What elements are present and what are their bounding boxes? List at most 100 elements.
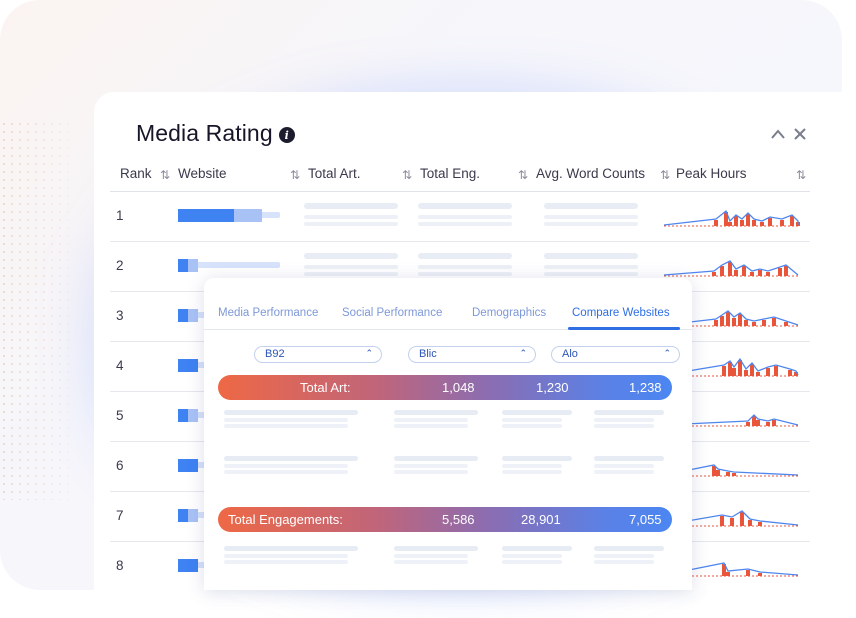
sparkline-bar: [726, 312, 730, 326]
sparkline-bar: [752, 220, 756, 226]
column-header-total-eng[interactable]: Total Eng.: [420, 166, 481, 181]
sparkline-line: [663, 357, 799, 376]
sparkline-line: [663, 414, 799, 426]
placeholder-line: [394, 424, 468, 428]
rank-cell: 8: [116, 558, 124, 573]
table-header: Rank ⇅ Website ⇅ Total Art. ⇅ Total Eng.…: [110, 158, 810, 192]
tab-media-performance[interactable]: Media Performance: [218, 307, 319, 319]
peak-hours-sparkline: [663, 209, 800, 227]
placeholder-line: [418, 272, 512, 276]
sparkline-bar: [726, 572, 730, 576]
site-select-2[interactable]: Blic ⌃: [408, 346, 536, 363]
placeholder-line: [502, 560, 562, 564]
sparkline-bar: [794, 372, 798, 376]
rank-cell: 5: [116, 408, 124, 423]
chevron-up-icon[interactable]: [770, 126, 786, 142]
sparkline-line: [663, 310, 799, 326]
placeholder-line: [594, 560, 654, 564]
total-art-bar: Total Art: 1,048 1,230 1,238: [218, 375, 672, 400]
placeholder-line: [502, 410, 572, 415]
placeholder-line: [594, 424, 654, 428]
rank-cell: 3: [116, 308, 124, 323]
window-controls: [770, 126, 808, 142]
placeholder-line: [502, 418, 562, 422]
sparkline-bar: [726, 472, 730, 476]
chevron-up-icon: ⌃: [519, 348, 527, 358]
chevron-up-icon: ⌃: [663, 348, 671, 358]
website-bar-fill: [178, 209, 234, 222]
placeholder-line: [224, 554, 348, 558]
sparkline-line: [663, 209, 799, 226]
sparkline-bar: [752, 416, 756, 426]
tab-demographics[interactable]: Demographics: [472, 307, 547, 319]
site-select-1[interactable]: B92 ⌃: [254, 346, 382, 363]
peak-hours-sparkline: [663, 260, 799, 277]
sort-icon[interactable]: ⇅: [290, 168, 301, 182]
sparkline-bar: [750, 272, 754, 276]
sparkline-bar: [716, 470, 720, 476]
sparkline-bar: [746, 214, 750, 226]
total-engagements-bar: Total Engagements: 5,586 28,901 7,055: [218, 507, 672, 532]
placeholder-line: [224, 470, 348, 474]
total-engagements-value-blic: 28,901: [521, 512, 561, 527]
sparkline-bar: [714, 320, 718, 326]
sparkline-bar: [732, 318, 736, 326]
sparkline-bar: [768, 218, 772, 226]
decorative-dots: [0, 120, 70, 500]
tab-social-performance[interactable]: Social Performance: [342, 307, 443, 319]
sparkline-bar: [788, 370, 792, 376]
sort-icon[interactable]: ⇅: [518, 168, 529, 182]
column-header-avg-word-counts[interactable]: Avg. Word Counts: [536, 166, 646, 181]
total-art-value-alo: 1,238: [629, 380, 662, 395]
website-bar-fill: [178, 509, 188, 522]
column-header-total-art[interactable]: Total Art.: [308, 166, 361, 181]
sort-icon[interactable]: ⇅: [160, 168, 171, 182]
sparkline-bar: [728, 362, 732, 376]
placeholder-line: [304, 215, 398, 219]
column-header-peak-hours[interactable]: Peak Hours: [676, 166, 747, 181]
placeholder-line: [224, 456, 358, 461]
sparkline-bar: [766, 422, 770, 426]
site-select-3[interactable]: Alo ⌃: [551, 346, 680, 363]
sparkline-bar: [772, 318, 776, 326]
rank-cell: 1: [116, 208, 124, 223]
sparkline-bar: [748, 520, 752, 526]
sparkline-bar: [720, 516, 724, 526]
sparkline-bar: [728, 222, 732, 226]
placeholder-line: [224, 560, 348, 564]
sparkline-bar: [784, 266, 788, 276]
peak-hours-sparkline: [663, 310, 799, 327]
tab-compare-websites[interactable]: Compare Websites: [572, 307, 670, 319]
site-select-value: Alo: [562, 348, 578, 360]
close-icon[interactable]: [792, 126, 808, 142]
placeholder-line: [594, 418, 654, 422]
total-art-value-b92: 1,048: [442, 380, 475, 395]
total-engagements-label: Total Engagements:: [228, 512, 343, 527]
site-select-value: Blic: [419, 348, 437, 360]
sparkline-bar: [780, 220, 784, 226]
total-engagements-value-b92: 5,586: [442, 512, 475, 527]
sparkline-bar: [758, 573, 762, 576]
column-header-rank[interactable]: Rank: [120, 166, 152, 181]
column-header-website[interactable]: Website: [178, 166, 227, 181]
website-bar-fill: [178, 459, 198, 472]
placeholder-line: [394, 554, 468, 558]
placeholder-line: [594, 410, 664, 415]
sparkline-bar: [722, 564, 726, 576]
info-icon[interactable]: i: [278, 127, 295, 143]
placeholder-bar: [544, 253, 638, 259]
sparkline-bar: [760, 222, 764, 226]
placeholder-line: [394, 410, 478, 415]
sparkline-line: [663, 510, 799, 526]
sort-icon[interactable]: ⇅: [796, 168, 807, 182]
sparkline-bar: [774, 366, 778, 376]
placeholder-line: [594, 554, 654, 558]
table-row[interactable]: 1: [110, 192, 810, 242]
placeholder-line: [394, 546, 478, 551]
sparkline-line: [663, 260, 799, 276]
sort-icon[interactable]: ⇅: [402, 168, 413, 182]
placeholder-line: [502, 464, 562, 468]
sort-icon[interactable]: ⇅: [660, 168, 671, 182]
placeholder-line: [594, 456, 664, 461]
sparkline-line: [663, 464, 799, 476]
